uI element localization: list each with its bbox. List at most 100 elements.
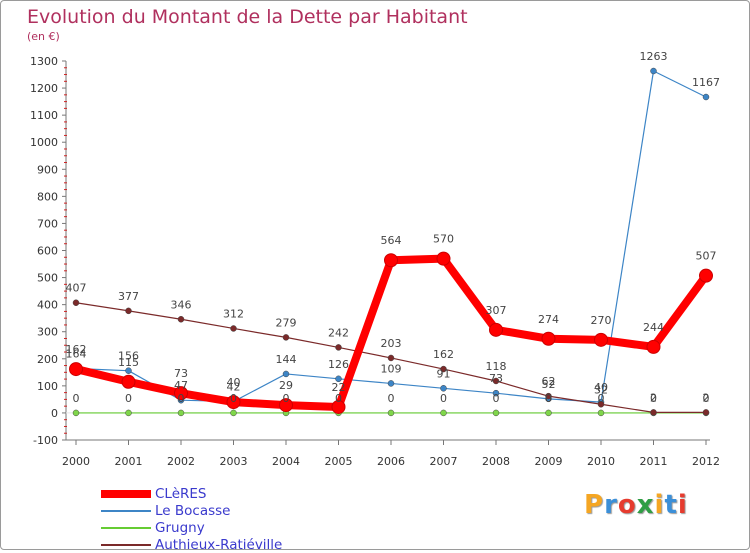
data-label: 126	[328, 358, 349, 371]
data-point	[699, 268, 713, 283]
data-label: 0	[283, 392, 290, 405]
data-point	[72, 409, 80, 417]
data-point	[230, 409, 237, 417]
y-tick-label: 1100	[30, 109, 58, 122]
legend-label: CLèRES	[155, 485, 207, 502]
data-label: 1167	[692, 76, 720, 89]
x-tick-label: 2009	[535, 455, 563, 468]
data-label: 0	[650, 392, 657, 405]
chart-unit-label: (en €)	[27, 30, 60, 43]
x-tick-label: 2001	[115, 455, 143, 468]
data-label: 0	[178, 392, 185, 405]
x-tick-label: 2008	[482, 455, 510, 468]
data-point	[72, 299, 80, 306]
x-tick-label: 2006	[377, 455, 405, 468]
data-point	[384, 253, 398, 268]
y-tick-label: 100	[37, 380, 58, 393]
data-point	[335, 344, 342, 351]
legend-item: Le Bocasse	[101, 502, 282, 519]
data-point	[489, 322, 503, 337]
data-label: 0	[703, 392, 710, 405]
data-point	[125, 409, 132, 417]
data-label: 407	[66, 282, 87, 295]
data-label: 40	[594, 381, 608, 394]
data-point	[282, 334, 290, 341]
data-point	[646, 339, 661, 354]
data-point	[387, 409, 395, 417]
logo-letter: x	[636, 490, 655, 520]
legend-label: Le Bocasse	[155, 502, 231, 519]
data-label: 32	[594, 383, 608, 396]
x-tick-label: 2003	[220, 455, 248, 468]
data-point	[177, 316, 185, 323]
data-point	[125, 367, 132, 374]
legend-swatch	[101, 489, 151, 498]
legend-swatch	[101, 526, 151, 529]
data-point	[69, 362, 83, 377]
legend-label: Grugny	[155, 519, 205, 536]
data-point	[331, 399, 346, 414]
series-grugny	[72, 409, 710, 417]
data-label: 312	[223, 307, 244, 320]
data-label: 118	[486, 360, 507, 373]
logo-letter: r	[604, 490, 618, 520]
data-label: 40	[227, 376, 241, 389]
data-point	[702, 409, 710, 416]
data-point	[650, 409, 657, 416]
data-label: 0	[493, 392, 500, 405]
x-tick-label: 2000	[62, 455, 90, 468]
data-label: 144	[276, 353, 297, 366]
data-label: 0	[230, 392, 237, 405]
data-point	[177, 409, 185, 417]
data-point	[387, 354, 395, 362]
y-tick-label: 1300	[30, 55, 58, 68]
data-label: 73	[174, 367, 188, 380]
x-tick-label: 2010	[587, 455, 615, 468]
data-point	[440, 365, 447, 373]
logo-letter: i	[654, 490, 665, 520]
y-tick-label: 1200	[30, 82, 58, 95]
logo-letter: P	[584, 490, 605, 520]
y-tick-label: 1000	[30, 136, 58, 149]
data-label: 0	[440, 392, 447, 405]
data-label: 2	[703, 391, 710, 404]
y-tick-label: 300	[37, 326, 58, 339]
y-tick-label: 400	[37, 299, 58, 312]
legend-swatch	[101, 509, 151, 512]
data-label: 162	[66, 343, 87, 356]
data-label: 0	[598, 392, 605, 405]
x-tick-label: 2002	[167, 455, 195, 468]
data-point	[492, 377, 500, 385]
data-label: 0	[73, 392, 80, 405]
data-point	[650, 67, 657, 75]
data-point	[279, 398, 293, 413]
data-label: 307	[486, 304, 507, 317]
series-cl-res	[69, 251, 713, 414]
data-label: 164	[66, 348, 87, 361]
y-tick-label: 900	[37, 163, 58, 176]
legend-item: CLèRES	[101, 485, 282, 502]
data-point	[492, 409, 500, 417]
data-label: 47	[174, 379, 188, 392]
y-tick-label: 500	[37, 272, 58, 285]
data-point	[597, 401, 605, 408]
data-label: 0	[125, 392, 132, 405]
data-label: 0	[545, 392, 552, 405]
data-point	[541, 331, 556, 346]
data-point	[440, 409, 447, 417]
data-point	[492, 389, 500, 397]
data-label: 2	[650, 391, 657, 404]
logo-letter: o	[617, 490, 637, 520]
x-tick-label: 2004	[272, 455, 300, 468]
x-tick-label: 2012	[692, 455, 720, 468]
legend-item: Grugny	[101, 519, 282, 536]
data-point	[545, 409, 552, 417]
data-label: 42	[227, 381, 241, 394]
data-point	[121, 374, 136, 389]
data-label: 162	[433, 348, 454, 361]
logo-letter: t	[664, 490, 678, 520]
data-label: 73	[489, 372, 503, 385]
data-point	[174, 386, 188, 401]
data-label: 1263	[640, 50, 668, 63]
